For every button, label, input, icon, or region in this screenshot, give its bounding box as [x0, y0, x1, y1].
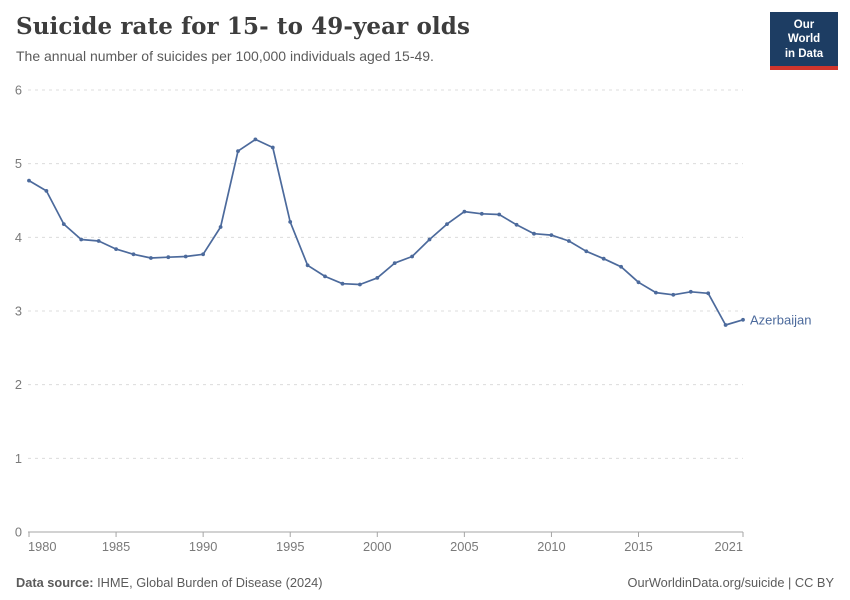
chart-header: Suicide rate for 15- to 49-year olds The… [16, 13, 760, 64]
chart-area: 0 1 2 3 4 5 6 1980 1985 1990 1995 2000 2005 2010 2015 2… [15, 83, 812, 555]
data-point [427, 237, 432, 242]
series-end-label: Azerbaijan [750, 312, 811, 327]
data-point [305, 263, 310, 268]
data-point [567, 239, 571, 243]
data-point [27, 178, 31, 183]
data-point [44, 189, 49, 193]
data-point [358, 282, 362, 287]
data-point [340, 281, 345, 286]
data-point [392, 261, 397, 265]
owid-logo-line1: Our World [787, 19, 821, 46]
data-source-label: Data source: [16, 575, 94, 590]
x-tick-label: 1980 [28, 539, 56, 554]
x-tick-label: 2010 [537, 539, 565, 554]
data-point [479, 211, 484, 216]
data-point [619, 264, 623, 269]
chart-svg: 0 1 2 3 4 5 6 1980 1985 1990 1995 2000 2005 2010 2015 2… [15, 83, 812, 555]
data-point [183, 254, 188, 259]
data-point [236, 149, 240, 154]
data-point [375, 276, 380, 280]
data-point [79, 237, 84, 242]
data-point [462, 209, 467, 214]
x-tick-label: 2021 [715, 539, 743, 554]
data-point [723, 323, 728, 327]
data-point [253, 137, 258, 142]
data-point [549, 233, 554, 238]
chart-footer: Data source: IHME, Global Burden of Dise… [0, 575, 850, 590]
data-point [584, 249, 589, 254]
y-tick-label: 6 [15, 83, 22, 98]
data-point [654, 290, 658, 295]
data-point [166, 255, 171, 260]
y-tick-label: 1 [15, 451, 22, 466]
data-point [636, 280, 641, 285]
owid-logo: Our World in Data [770, 12, 838, 71]
data-point [131, 252, 136, 257]
data-point [270, 145, 275, 150]
y-tick-label: 3 [15, 304, 22, 319]
chart-subtitle: The annual number of suicides per 100,00… [16, 48, 434, 64]
data-source-text: IHME, Global Burden of Disease (2024) [93, 575, 323, 590]
data-point [149, 256, 153, 260]
x-tick-label: 2000 [363, 539, 391, 554]
owid-logo-line2: in Data [784, 47, 824, 60]
data-point [688, 289, 693, 294]
data-point [706, 291, 711, 296]
x-tick-label: 1985 [102, 539, 130, 554]
data-point [497, 212, 502, 217]
y-tick-label: 4 [15, 230, 22, 245]
data-point [201, 252, 206, 257]
data-point [410, 254, 414, 259]
data-point [445, 222, 449, 227]
series-line-azerbaijan [28, 138, 744, 326]
footer-attribution: OurWorldinData.org/suicide | CC BY [627, 575, 835, 590]
data-point [288, 220, 293, 224]
data-point [114, 247, 118, 252]
x-tick-label: 2005 [450, 539, 478, 554]
x-tick-label: 2015 [624, 539, 652, 554]
x-tick-label: 1995 [276, 539, 304, 554]
data-point [61, 222, 66, 227]
data-point [323, 274, 327, 279]
data-point [514, 222, 519, 227]
data-point [671, 292, 676, 297]
data-point [96, 239, 101, 243]
y-tick-label: 0 [15, 525, 22, 540]
data-point [218, 225, 223, 229]
page-title: Suicide rate for 15- to 49-year olds [16, 13, 470, 40]
data-source-note: Data source: IHME, Global Burden of Dise… [16, 575, 323, 590]
data-point [601, 256, 606, 261]
y-tick-label: 2 [15, 377, 22, 392]
data-point [741, 317, 745, 322]
y-tick-label: 5 [15, 156, 22, 171]
x-tick-label: 1990 [189, 539, 217, 554]
data-point [532, 231, 536, 236]
